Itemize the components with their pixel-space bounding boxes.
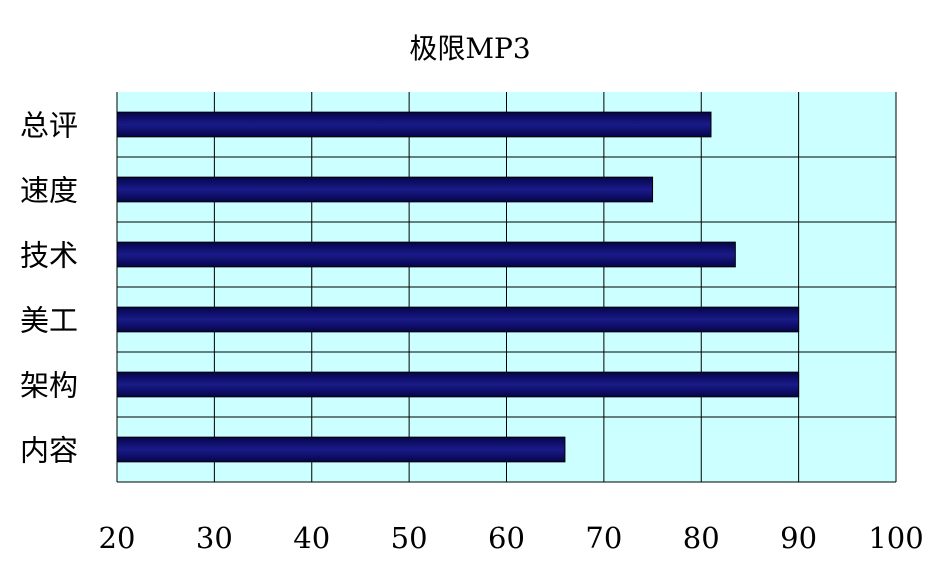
bar-4 [116, 371, 800, 398]
category-label: 技术 [20, 239, 78, 273]
x-tick-label: 100 [868, 521, 923, 555]
x-tick-label: 90 [780, 521, 817, 555]
x-tick-label: 20 [99, 521, 136, 555]
category-label: 总评 [20, 109, 78, 143]
x-tick-labels: 20 30 40 50 60 70 80 90 100 [99, 521, 924, 555]
category-label: 内容 [20, 434, 78, 468]
x-tick-label: 50 [391, 521, 428, 555]
category-label: 美工 [20, 304, 78, 338]
x-tick-label: 30 [196, 521, 233, 555]
category-label: 架构 [20, 369, 78, 403]
bar-5 [116, 436, 566, 463]
bar-2 [116, 241, 736, 268]
bar-0 [116, 111, 712, 138]
bars [116, 111, 800, 463]
x-tick-label: 80 [683, 521, 720, 555]
bar-1 [116, 176, 654, 203]
x-tick-label: 70 [585, 521, 622, 555]
x-tick-label: 40 [293, 521, 330, 555]
grid-lines [117, 92, 897, 482]
axes [116, 92, 896, 483]
category-label: 速度 [20, 174, 78, 208]
bar-3 [116, 306, 800, 333]
x-tick-label: 60 [488, 521, 525, 555]
chart-title: 极限MP3 [409, 32, 530, 65]
